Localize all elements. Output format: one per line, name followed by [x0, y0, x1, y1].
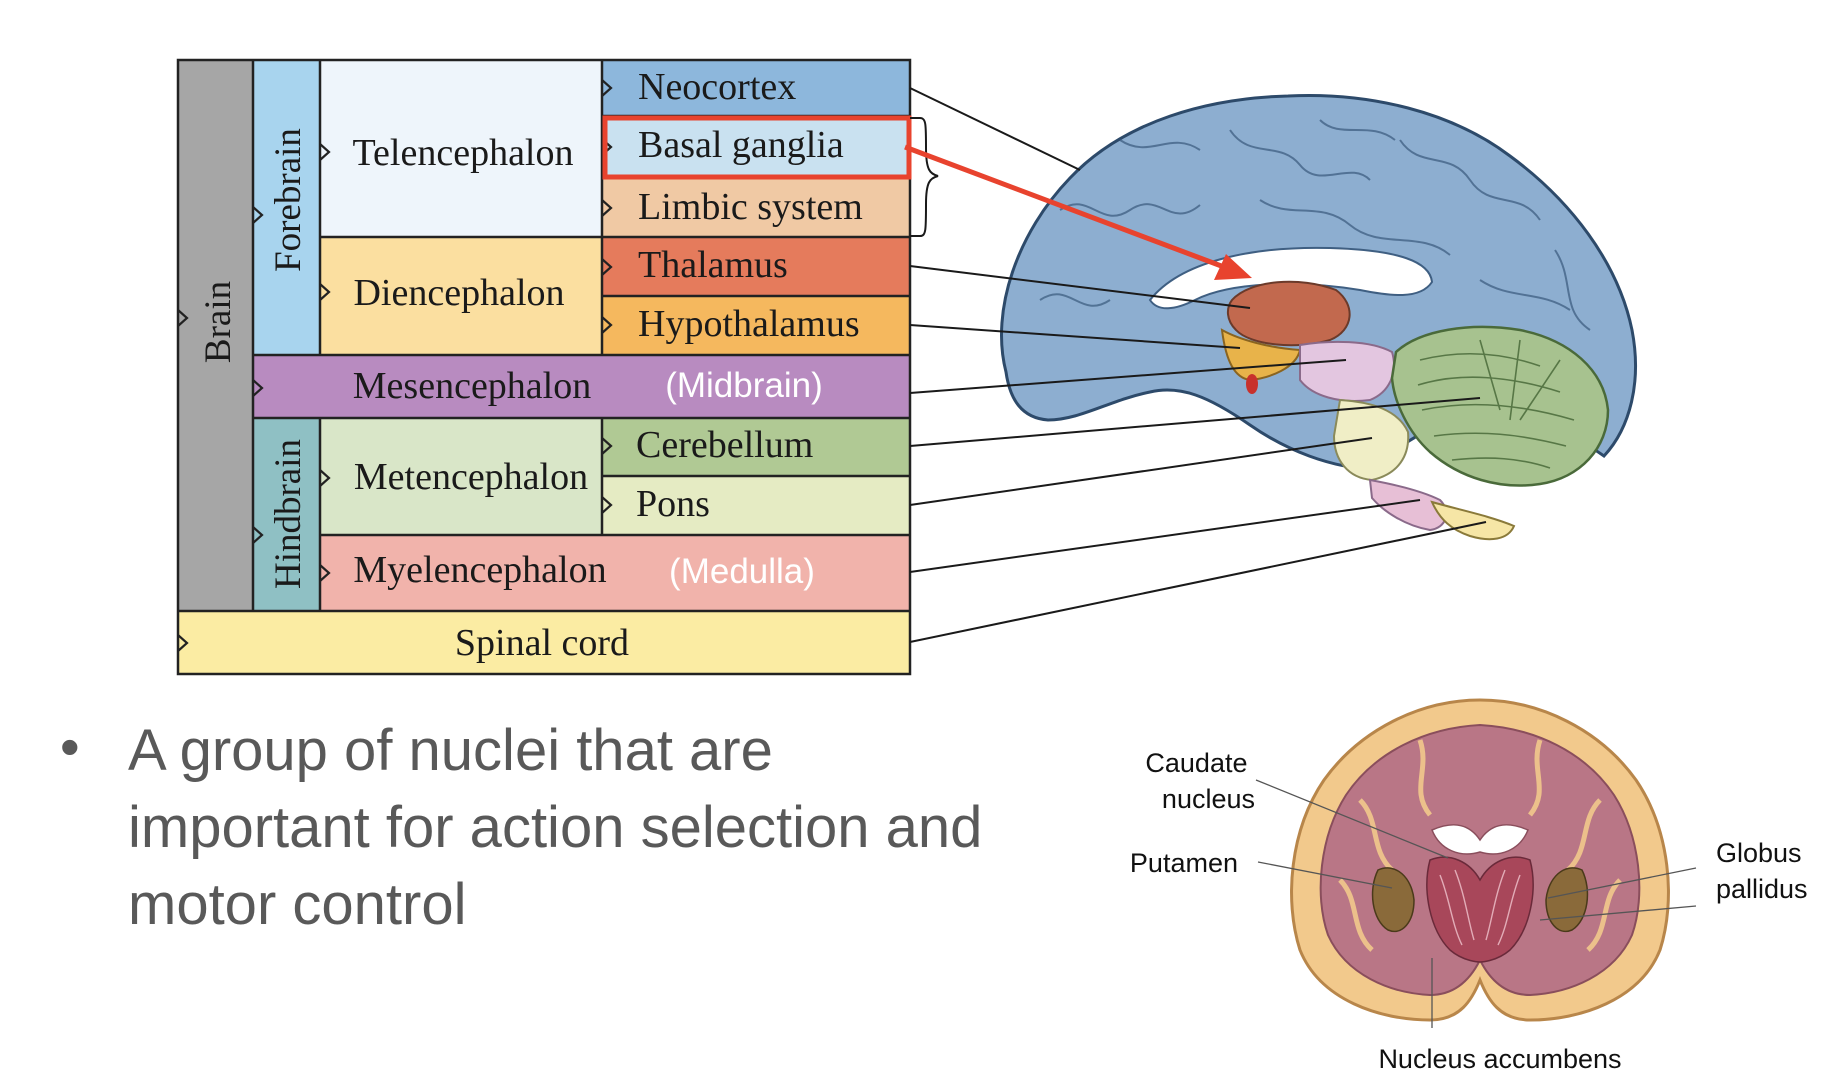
- bullet-text: A group of nuclei that are important for…: [128, 718, 983, 937]
- basal-ganglia-label: Basal ganglia: [638, 124, 844, 166]
- thalamus-cell: [602, 237, 910, 296]
- midbrain-shape: [1299, 340, 1395, 402]
- putamen-right-shape: [1545, 867, 1589, 933]
- forebrain-label: Forebrain: [268, 128, 309, 272]
- coronal-leader-lines: [1255, 779, 1697, 1028]
- pituitary-shape: [1246, 374, 1258, 394]
- spinal-cord-shape: [1430, 500, 1516, 541]
- caudate-nucleus-label: Caudate nucleus: [1145, 748, 1255, 814]
- thalamus-shape: [1226, 280, 1351, 347]
- nucleus-accumbens-label: Nucleus accumbens: [1378, 1044, 1621, 1074]
- caudate-globus-pallidus-shape: [1426, 856, 1534, 963]
- forebrain-column: [253, 60, 320, 355]
- mesencephalon-cell: [253, 355, 910, 418]
- basal-ganglia-cell: [602, 116, 910, 178]
- brain-hierarchy-table: Brain Forebrain Hindbrain Telencephalon …: [176, 58, 912, 676]
- telencephalon-label: Telencephalon: [352, 132, 573, 174]
- putamen-left-shape: [1371, 867, 1415, 933]
- spinal-cord-cell: [178, 611, 910, 674]
- limbic-system-cell: [602, 178, 910, 237]
- pons-shape: [1332, 398, 1410, 482]
- metencephalon-label: Metencephalon: [354, 456, 588, 498]
- brain-column: [178, 60, 253, 611]
- corpus-callosum-shape: [1148, 246, 1434, 310]
- highlight-arrow: [904, 144, 1252, 280]
- neocortex-label: Neocortex: [638, 66, 796, 108]
- lateral-ventricles: [1431, 824, 1529, 855]
- hindbrain-column: [253, 418, 320, 611]
- spinal-cord-label: Spinal cord: [455, 622, 629, 664]
- hypothalamus-label: Hypothalamus: [638, 303, 860, 345]
- metencephalon-cell: [320, 418, 602, 535]
- diencephalon-cell: [320, 237, 602, 355]
- putamen-label: Putamen: [1130, 848, 1238, 878]
- cerebellum-label: Cerebellum: [636, 424, 813, 466]
- myelencephalon-label: Myelencephalon: [353, 549, 606, 591]
- globus-pallidus-label: Globus pallidus: [1716, 838, 1809, 904]
- limbic-system-label: Limbic system: [638, 186, 863, 228]
- hindbrain-label: Hindbrain: [268, 439, 309, 589]
- coronal-brain-illustration: [1290, 698, 1670, 1022]
- telencephalon-cell: [320, 60, 602, 237]
- neocortex-cell: [602, 60, 910, 116]
- medulla-note: (Medulla): [669, 552, 815, 591]
- midbrain-note: (Midbrain): [665, 366, 823, 405]
- cerebellum-cell: [602, 418, 910, 476]
- thalamus-label: Thalamus: [638, 244, 788, 286]
- diencephalon-label: Diencephalon: [353, 272, 564, 314]
- leader-lines: [909, 87, 1487, 643]
- brain-label: Brain: [198, 281, 239, 363]
- bullet-marker: •: [60, 715, 80, 778]
- sagittal-brain-illustration: [1000, 94, 1637, 541]
- hypothalamus-cell: [602, 296, 910, 355]
- pons-label: Pons: [636, 483, 710, 525]
- pons-cell: [602, 476, 910, 535]
- mesencephalon-label: Mesencephalon: [353, 365, 591, 407]
- myelencephalon-cell: [320, 535, 910, 611]
